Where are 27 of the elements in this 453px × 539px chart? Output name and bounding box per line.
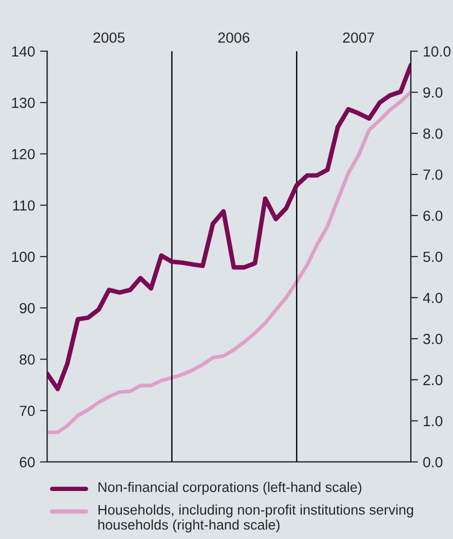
- y-tick-label: 70: [20, 406, 35, 416]
- line-series: [47, 62, 411, 392]
- legend-label: Households, including non-profit institutions serving households (right-hand scale): [98, 504, 414, 532]
- y2-tick-label: 5.0: [423, 252, 442, 262]
- y2-tick-label: 9.0: [423, 87, 442, 98]
- y-tick-label: 140: [12, 46, 35, 57]
- y-tick-label: 100: [12, 252, 35, 262]
- x-tick-label: 2006: [218, 32, 250, 43]
- x-tick-label: 2007: [343, 32, 374, 43]
- y2-tick-label: 7.0: [423, 170, 442, 180]
- y2-tick-label: 6.0: [423, 210, 442, 221]
- y-tick-label: 60: [20, 457, 35, 468]
- y-tick-label: 90: [20, 303, 35, 314]
- y-tick-label: 120: [12, 148, 35, 160]
- line-series: [47, 90, 411, 434]
- x-tick-label: 2005: [94, 32, 125, 43]
- legend-label: Non-financial corporations (left-hand scale): [98, 482, 362, 495]
- y2-tick-label: 8.0: [423, 128, 442, 139]
- y-tick-label: 130: [12, 98, 35, 108]
- y2-tick-label: 1.0: [424, 416, 442, 426]
- y2-tick-label: 2.0: [423, 374, 442, 386]
- y2-tick-label: 4.0: [423, 292, 442, 304]
- y-tick-label: 80: [20, 354, 35, 365]
- y2-tick-label: 10.0: [424, 46, 450, 57]
- y2-tick-label: 3.0: [423, 334, 442, 344]
- y2-tick-label: 0.0: [423, 457, 442, 468]
- y-tick-label: 110: [13, 200, 35, 211]
